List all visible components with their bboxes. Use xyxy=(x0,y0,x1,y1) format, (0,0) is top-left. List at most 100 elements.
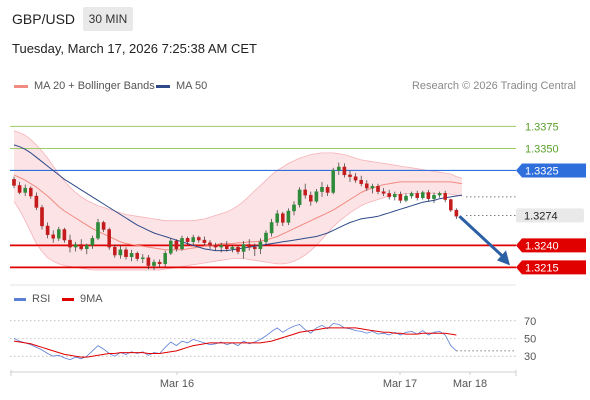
candle xyxy=(40,204,44,230)
bollinger-upper-line xyxy=(13,130,463,222)
legend-rsi: RSI xyxy=(14,293,50,305)
candle-body xyxy=(381,191,386,194)
candle xyxy=(376,183,380,195)
candle-body xyxy=(426,192,431,199)
candle xyxy=(79,239,83,251)
candle-body xyxy=(45,225,50,235)
symbol-title: GBP/USD xyxy=(12,11,76,27)
candle-body xyxy=(393,194,397,198)
rsi-tick-label: 50 xyxy=(524,334,536,346)
candle-body xyxy=(213,245,218,248)
candle-body xyxy=(309,194,313,202)
candle xyxy=(174,239,179,252)
candle-body xyxy=(219,245,224,248)
candle xyxy=(29,186,33,199)
candle xyxy=(23,184,28,197)
candle xyxy=(309,191,313,206)
candle xyxy=(437,191,442,198)
legend-rsi-ma: 9MA xyxy=(62,293,103,305)
legend-ma50-swatch xyxy=(156,84,170,88)
candle xyxy=(320,181,324,197)
candle-body xyxy=(331,170,336,193)
candle-body xyxy=(370,186,375,189)
candle xyxy=(219,242,224,253)
candle-body xyxy=(292,204,296,212)
candle-body xyxy=(17,185,22,193)
candle-body xyxy=(140,257,145,259)
legend-rsi-ma-label: 9MA xyxy=(80,293,103,305)
candle xyxy=(353,173,358,183)
candle xyxy=(84,243,89,255)
candle xyxy=(118,245,123,259)
candle-body xyxy=(12,179,16,186)
level-label: 1.3325 xyxy=(525,165,559,177)
candle-body xyxy=(57,229,61,239)
candle-body xyxy=(84,245,89,250)
candle-body xyxy=(191,237,196,243)
candle-body xyxy=(398,194,403,201)
candle-body xyxy=(275,213,280,223)
candle xyxy=(292,201,296,216)
candle-body xyxy=(118,249,123,256)
candle xyxy=(185,236,190,245)
candle xyxy=(443,190,448,203)
candle xyxy=(325,184,330,197)
candle xyxy=(409,191,414,199)
legend-ma20: MA 20 + Bollinger Bands xyxy=(14,80,155,92)
candle xyxy=(398,191,403,204)
candle xyxy=(124,247,128,260)
candle xyxy=(342,163,347,178)
candle-body xyxy=(314,191,319,202)
candle-body xyxy=(443,193,448,200)
candle-body xyxy=(404,195,408,201)
candle xyxy=(337,162,341,175)
candle xyxy=(421,190,425,200)
candle xyxy=(387,189,392,200)
candle-body xyxy=(40,207,44,227)
candle xyxy=(101,220,106,233)
candle-body xyxy=(107,229,111,248)
ma20-line xyxy=(13,174,463,251)
candle-body xyxy=(303,189,308,196)
candle-body xyxy=(101,222,106,230)
resistance-label: 1.3350 xyxy=(525,143,559,155)
candle-body xyxy=(247,244,252,248)
candle xyxy=(191,234,196,246)
price-level-1.3350: 1.3350 xyxy=(10,143,559,155)
candle-body xyxy=(230,246,235,250)
candle-body xyxy=(258,241,263,250)
candle-body xyxy=(202,239,207,243)
candle xyxy=(415,190,420,201)
candle xyxy=(224,240,229,252)
candle xyxy=(449,198,453,212)
projection-arrow-shaft xyxy=(458,215,508,261)
legend-ma20-swatch xyxy=(14,84,28,88)
candle-body xyxy=(449,199,453,211)
candle xyxy=(146,255,151,270)
candle xyxy=(303,183,308,199)
candle xyxy=(365,180,369,191)
candle-body xyxy=(387,193,392,198)
candle xyxy=(252,243,257,256)
candle xyxy=(230,245,235,253)
candle xyxy=(236,245,240,255)
x-axis-label: Mar 18 xyxy=(453,378,487,390)
rsi-tick-label: 70 xyxy=(524,316,536,328)
candle xyxy=(202,236,207,246)
candle xyxy=(286,208,291,226)
timeframe-badge[interactable]: 30 MIN xyxy=(83,7,133,31)
candle-body xyxy=(146,257,151,266)
candle-body xyxy=(180,238,184,250)
candle xyxy=(426,189,431,202)
candle xyxy=(264,230,268,246)
level-badge xyxy=(516,163,586,178)
candle-body xyxy=(281,213,285,223)
candle-body xyxy=(157,261,162,265)
candle-body xyxy=(376,186,380,192)
candle xyxy=(140,254,145,263)
rsi-ma9-line xyxy=(13,327,457,358)
candle-body xyxy=(135,253,140,259)
rsi-line xyxy=(13,323,457,361)
candle-body xyxy=(409,193,414,197)
